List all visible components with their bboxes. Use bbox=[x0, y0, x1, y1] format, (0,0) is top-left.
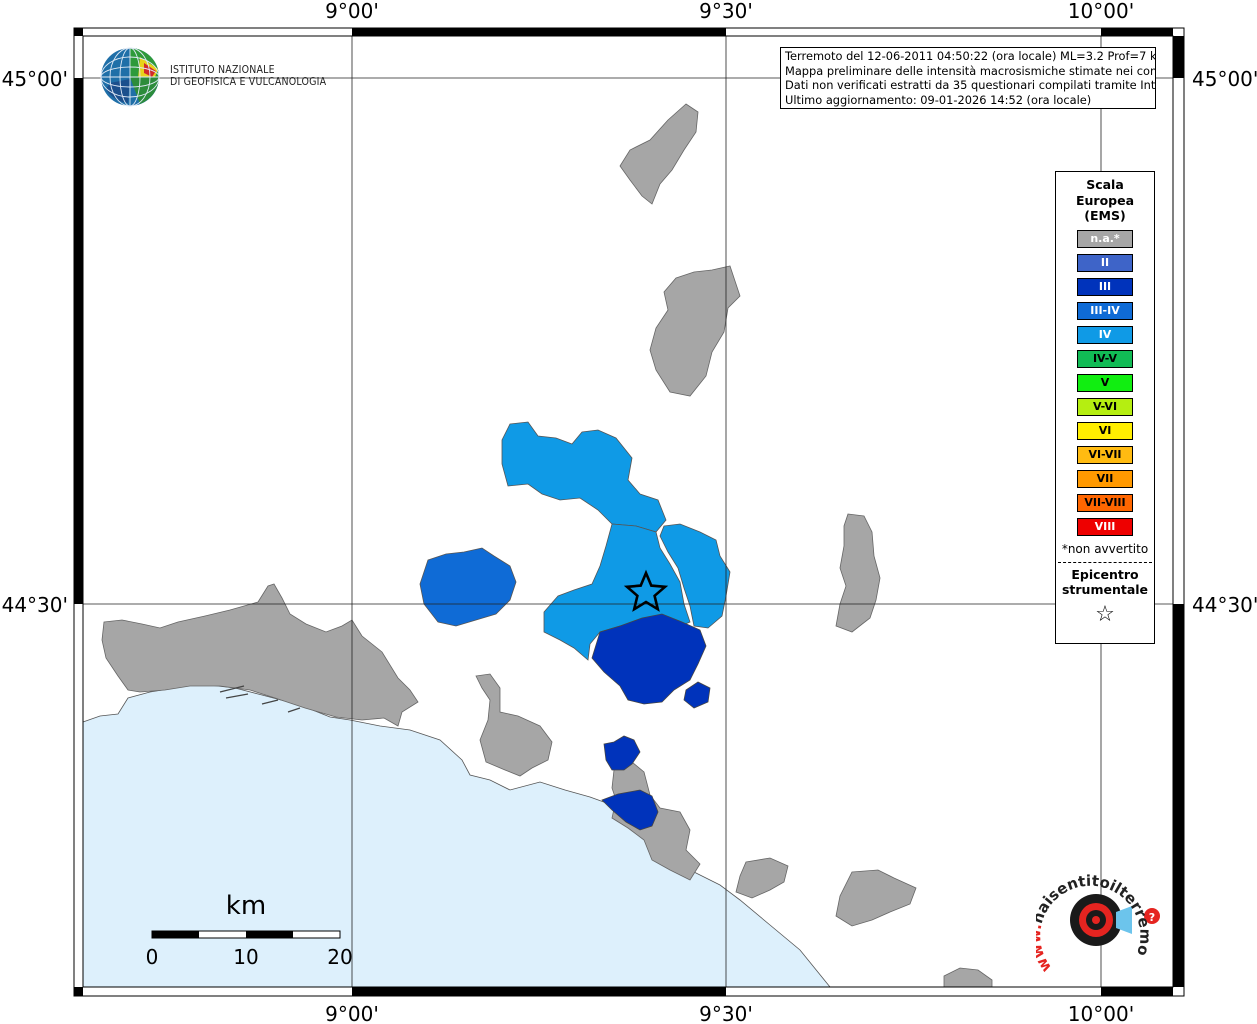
region-iv-north bbox=[501, 421, 667, 533]
region-coastal-a bbox=[475, 673, 553, 777]
iv-regions bbox=[501, 421, 731, 661]
lon-label-bottom-9-30: 9°30' bbox=[699, 1002, 753, 1024]
haisentito-logo: ? www.haisentitoilterremoto.it bbox=[1036, 860, 1160, 976]
legend-items: n.a.* II III III-IV IV IV-V V V-VI VI VI-VII VII VI… bbox=[1056, 229, 1154, 536]
legend-epicenter-line-2: strumentale bbox=[1061, 582, 1149, 597]
iii-regions bbox=[591, 613, 711, 831]
region-east-2 bbox=[735, 857, 789, 899]
lon-label-top-9-30: 9°30' bbox=[699, 0, 753, 23]
legend-item: III bbox=[1077, 277, 1133, 296]
globe-icon bbox=[100, 47, 160, 107]
lat-label-left-45-00: 45°00' bbox=[2, 67, 68, 91]
region-iii-small-2 bbox=[603, 735, 641, 771]
region-iii-iv bbox=[419, 547, 517, 627]
region-north-2 bbox=[649, 265, 741, 397]
legend-star-icon: ☆ bbox=[1095, 601, 1115, 627]
region-east-3 bbox=[835, 869, 917, 927]
region-iii-main bbox=[591, 613, 707, 705]
legend-item: V-VI bbox=[1077, 397, 1133, 416]
lon-label-top-9-00: 9°00' bbox=[325, 0, 379, 23]
legend-epicenter-label: Epicentro strumentale bbox=[1056, 567, 1154, 598]
legend-item: VI-VII bbox=[1077, 445, 1133, 464]
ingv-logo-line-1: ISTITUTO NAZIONALE bbox=[170, 64, 275, 76]
region-north-1 bbox=[619, 103, 699, 205]
region-iv-east bbox=[659, 523, 731, 629]
svg-text:?: ? bbox=[1149, 911, 1155, 924]
legend-item: n.a.* bbox=[1077, 229, 1133, 248]
epicenter-star bbox=[623, 569, 669, 612]
legend-note: *non avvertito bbox=[1061, 541, 1149, 556]
legend-item: VII bbox=[1077, 469, 1133, 488]
legend-title: Scala Europea (EMS) bbox=[1056, 177, 1154, 224]
legend-epicenter-line-1: Epicentro bbox=[1071, 566, 1139, 582]
scale-tick-10: 10 bbox=[233, 945, 258, 969]
lon-label-bottom-10-00: 10°00' bbox=[1068, 1002, 1134, 1024]
lat-label-right-44-30: 44°30' bbox=[1192, 593, 1257, 617]
legend-item: IV bbox=[1077, 325, 1133, 344]
scale-title: km bbox=[226, 891, 266, 921]
na-regions bbox=[101, 103, 993, 988]
scale-tick-20: 20 bbox=[327, 945, 352, 969]
event-info-line-1: Terremoto del 12-06-2011 04:50:22 (ora l… bbox=[785, 49, 1156, 63]
region-east-1 bbox=[835, 513, 881, 633]
region-genova bbox=[101, 583, 419, 727]
event-info-box: Terremoto del 12-06-2011 04:50:22 (ora l… bbox=[780, 47, 1156, 109]
legend-item: VII-VIII bbox=[1077, 493, 1133, 512]
ingv-logo-line-2: DI GEOFISICA E VULCANOLOGIA bbox=[170, 76, 327, 88]
legend-item: V bbox=[1077, 373, 1133, 392]
event-info-line-2: Mappa preliminare delle intensità macros… bbox=[785, 63, 1156, 78]
legend-item: VI bbox=[1077, 421, 1133, 440]
ingv-logo-text: ISTITUTO NAZIONALE DI GEOFISICA E VULCAN… bbox=[170, 64, 326, 88]
map-frame bbox=[73, 27, 1185, 997]
harbour-details bbox=[219, 685, 301, 713]
scale-bar: km 0 10 20 bbox=[146, 891, 353, 969]
legend-title-line-2: Europea bbox=[1075, 192, 1135, 208]
legend-item: III-IV bbox=[1077, 301, 1133, 320]
lon-label-bottom-9-00: 9°00' bbox=[325, 1002, 379, 1024]
region-iii-small-1 bbox=[683, 681, 711, 709]
lon-label-top-10-00: 10°00' bbox=[1068, 0, 1134, 23]
wave-icon bbox=[1116, 906, 1132, 934]
legend-item: II bbox=[1077, 253, 1133, 272]
legend-title-line-1: Scala bbox=[1086, 177, 1124, 192]
legend-divider bbox=[1058, 561, 1152, 563]
region-iii-coastal bbox=[601, 789, 659, 831]
ems-legend: Scala Europea (EMS) n.a.* II III III-IV IV IV… bbox=[1055, 171, 1155, 644]
legend-item: VIII bbox=[1077, 517, 1133, 536]
lat-label-left-44-30: 44°30' bbox=[2, 593, 68, 617]
event-info-line-4: Ultimo aggiornamento: 09-01-2026 14:52 (… bbox=[785, 92, 1092, 107]
ingv-logo: ISTITUTO NAZIONALE DI GEOFISICA E VULCAN… bbox=[100, 47, 330, 111]
legend-title-line-3: (EMS) bbox=[1084, 208, 1126, 223]
event-info-line-3: Dati non verificati estratti da 35 quest… bbox=[785, 78, 1156, 92]
question-icon bbox=[1144, 908, 1160, 924]
scale-tick-0: 0 bbox=[146, 945, 159, 969]
legend-item: IV-V bbox=[1077, 349, 1133, 368]
lat-label-right-45-00: 45°00' bbox=[1192, 67, 1257, 91]
